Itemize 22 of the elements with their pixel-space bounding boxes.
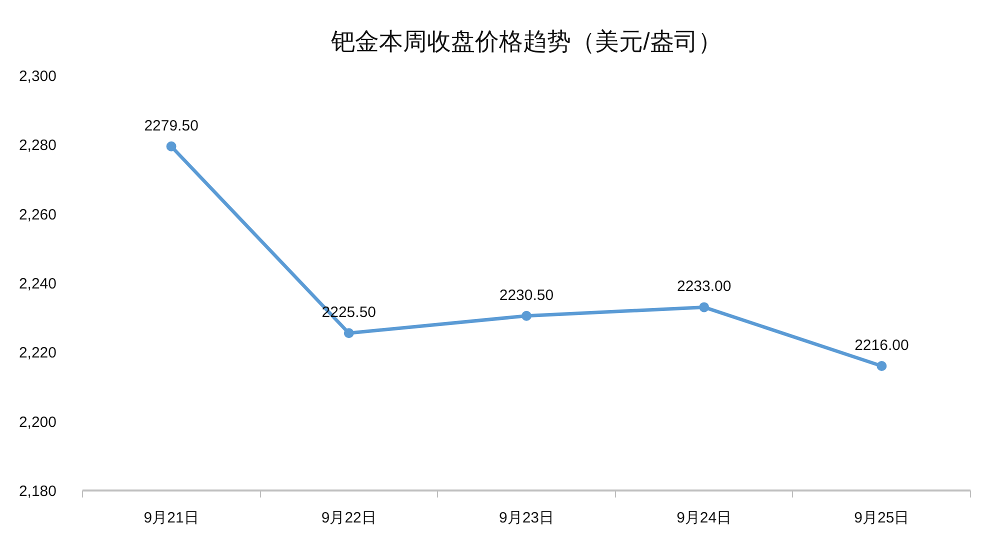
chart-title: 钯金本周收盘价格趋势（美元/盎司） <box>330 28 722 56</box>
y-tick-label: 2,220 <box>18 344 57 362</box>
x-tick-label: 9月24日 <box>676 510 732 526</box>
point <box>876 361 887 371</box>
y-tick-label: 2,280 <box>18 137 57 154</box>
data-label: 2279.50 <box>144 117 198 134</box>
data-label: 2216.00 <box>854 337 909 354</box>
x-tick-label: 9月25日 <box>854 510 910 526</box>
y-tick-label: 2,180 <box>18 483 57 500</box>
x-tick-label: 9月22日 <box>321 510 376 526</box>
point <box>166 141 176 152</box>
x-tick-label: 9月23日 <box>498 510 554 526</box>
data-label: 2233.00 <box>676 278 732 296</box>
point <box>699 302 710 312</box>
y-tick-label: 2,260 <box>18 206 57 224</box>
data-label: 2230.50 <box>499 286 554 304</box>
point <box>522 310 532 321</box>
y-tick-label: 2,200 <box>18 414 57 431</box>
x-tick-label: 9月21日 <box>144 510 199 526</box>
y-tick-label: 2,240 <box>18 276 57 292</box>
point <box>344 328 354 338</box>
y-tick-label: 2,300 <box>18 68 57 85</box>
